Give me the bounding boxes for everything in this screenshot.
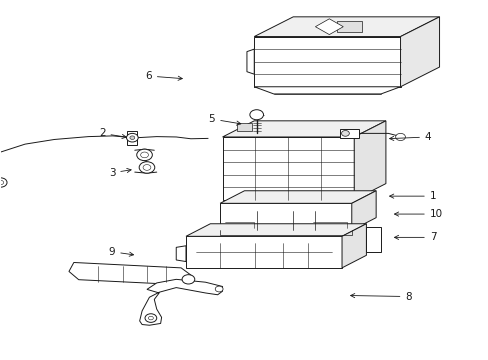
Polygon shape (339, 129, 358, 138)
Circle shape (139, 162, 155, 173)
Circle shape (141, 152, 148, 158)
Circle shape (0, 178, 7, 187)
Polygon shape (176, 246, 185, 262)
Circle shape (148, 316, 153, 320)
Circle shape (137, 149, 152, 161)
Circle shape (249, 110, 263, 120)
Circle shape (182, 275, 194, 284)
Circle shape (126, 134, 138, 142)
Text: 3: 3 (108, 168, 131, 178)
Polygon shape (237, 123, 251, 131)
Polygon shape (185, 236, 341, 268)
Polygon shape (254, 17, 439, 37)
Polygon shape (222, 137, 353, 200)
Polygon shape (254, 37, 400, 87)
Text: 6: 6 (145, 71, 182, 81)
Polygon shape (336, 21, 361, 32)
Text: 8: 8 (350, 292, 411, 302)
Circle shape (145, 314, 157, 322)
Polygon shape (353, 121, 385, 200)
Text: 7: 7 (394, 232, 435, 242)
Polygon shape (341, 224, 366, 268)
Circle shape (130, 136, 135, 139)
Polygon shape (220, 203, 351, 230)
Polygon shape (366, 227, 380, 252)
Circle shape (395, 134, 405, 140)
Polygon shape (246, 49, 254, 74)
Polygon shape (69, 262, 190, 285)
Polygon shape (254, 87, 400, 94)
Polygon shape (140, 279, 222, 325)
Polygon shape (185, 224, 366, 236)
Polygon shape (315, 19, 343, 35)
Text: 5: 5 (208, 114, 241, 125)
Text: 9: 9 (108, 247, 133, 257)
Polygon shape (127, 131, 137, 145)
Polygon shape (220, 191, 375, 203)
Circle shape (341, 131, 348, 136)
Circle shape (215, 286, 223, 292)
Polygon shape (351, 191, 375, 230)
Circle shape (0, 180, 3, 185)
Text: 10: 10 (394, 209, 442, 219)
Polygon shape (400, 17, 439, 87)
Text: 1: 1 (389, 191, 435, 201)
Text: 4: 4 (389, 132, 430, 142)
Polygon shape (222, 121, 385, 137)
Text: 2: 2 (99, 129, 126, 139)
Circle shape (143, 165, 151, 170)
